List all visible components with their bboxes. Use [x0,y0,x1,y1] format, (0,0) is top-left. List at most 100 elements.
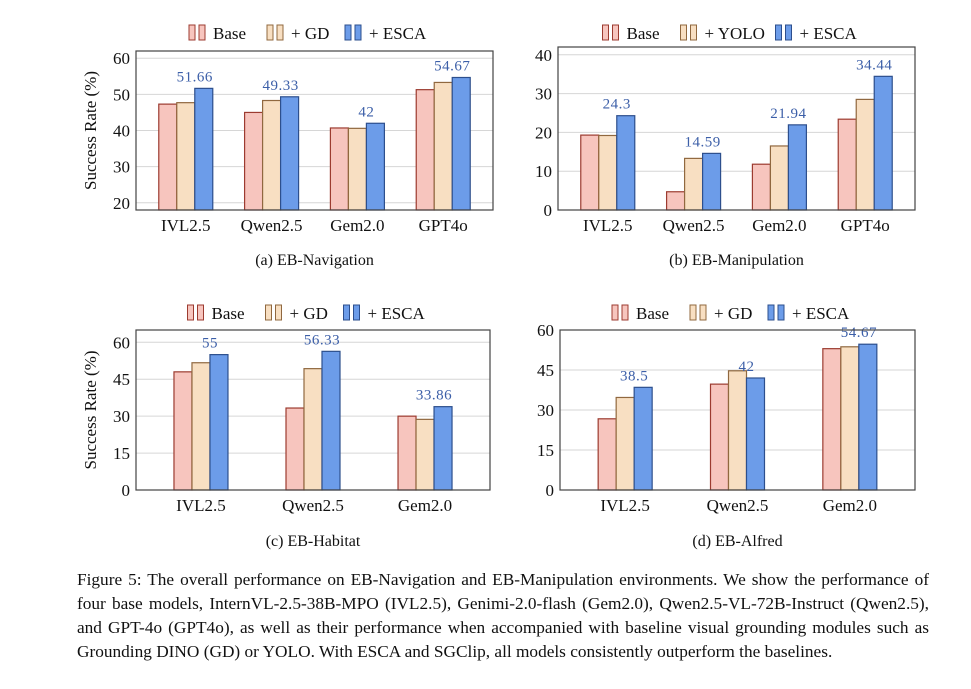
bar-esca [858,343,878,491]
bar-esca [321,350,341,491]
legend-swatch [354,24,362,41]
legend: Base + GD + ESCA [188,24,427,43]
legend-swatch [785,24,792,41]
bar-esca [787,124,808,211]
legend-label: Base [636,304,669,323]
y-tick-label: 45 [537,361,554,380]
y-tick-label: 20 [113,194,130,213]
legend-swatch [265,304,272,321]
x-tick-label: GPT4o [841,216,890,235]
legend-label: + ESCA [369,24,427,43]
legend-swatch [197,304,204,321]
bar-esca [616,115,636,211]
bar-gd [347,127,368,211]
legend: Base + YOLO + ESCA [602,24,858,43]
y-tick-label: 60 [537,321,554,340]
chart-a: 20 30 40 50 60 51.66 IVL2.5 49.33 Qwen2.5 42 Gem2.… [81,24,494,235]
bar-base [415,89,435,211]
bar-gd [615,396,635,491]
bar-base [709,383,730,491]
data-label: 42 [358,104,374,120]
bar-gd [415,418,435,491]
y-tick-label: 30 [113,158,130,177]
subcaption-d: (d) EB-Alfred [692,533,783,550]
bar-base [580,134,600,211]
data-label: 55 [202,336,218,352]
legend-swatch [276,24,284,41]
x-tick-label: IVL2.5 [600,496,650,515]
x-tick-label: Qwen2.5 [282,496,344,515]
legend-swatch [621,304,629,321]
bar-base [329,127,350,211]
bar-yolo [769,145,790,211]
x-tick-label: GPT4o [419,216,468,235]
bar-base [397,415,417,491]
bar-esca [633,386,653,491]
subcaption-b: (b) EB-Manipulation [669,252,804,269]
y-tick-label: 10 [535,162,552,181]
bar-yolo [683,157,704,211]
bar-gd [727,370,748,491]
legend: Base + GD + ESCA [611,304,850,323]
data-label: 54.67 [841,325,877,341]
plot-frame [559,329,916,491]
bar-esca [745,377,766,491]
bar-esca [433,406,453,491]
y-tick-label: 30 [113,407,130,426]
figure: 20 30 40 50 60 51.66 IVL2.5 49.33 Qwen2.5 42 Gem2.… [81,24,916,515]
bar-base [597,418,617,491]
x-tick-label: IVL2.5 [161,216,211,235]
bar-esca [279,96,300,211]
y-tick-label: 60 [113,49,130,68]
y-axis-label: Success Rate (%) [81,351,100,470]
legend-swatch [602,24,609,41]
bar-base [665,191,686,211]
y-tick-label: 15 [113,444,130,463]
x-tick-label: Qwen2.5 [663,216,725,235]
bar-gd [191,362,211,491]
bar-esca [194,87,214,211]
bar-base [822,348,842,491]
subcaption-a: (a) EB-Navigation [255,252,374,269]
y-tick-label: 30 [537,401,554,420]
data-label: 38.5 [620,368,648,384]
x-tick-label: Gem2.0 [330,216,384,235]
y-tick-label: 50 [113,85,130,104]
legend-label: Base [627,24,660,43]
legend-label: + YOLO [705,24,765,43]
data-label: 49.33 [262,78,298,94]
bar-gd [261,99,282,211]
bar-base [751,163,772,211]
legend-swatch [777,304,785,321]
legend-label: + GD [290,304,328,323]
data-label: 24.3 [603,97,631,113]
bar-esca [365,122,386,211]
y-tick-label: 45 [113,370,130,389]
legend-label: + ESCA [368,304,426,323]
x-tick-label: IVL2.5 [176,496,226,515]
data-label: 56.33 [304,332,340,348]
y-tick-label: 30 [535,85,552,104]
data-label: 34.44 [856,57,892,73]
x-tick-label: Gem2.0 [823,496,877,515]
bar-esca [873,75,893,211]
legend-swatch [343,304,350,321]
data-label: 51.66 [177,69,213,85]
legend-swatch [275,304,282,321]
bar-base [285,407,305,491]
legend-swatch [767,304,775,321]
bar-yolo [598,134,618,211]
y-tick-label: 20 [535,123,552,142]
bar-gd [840,346,860,491]
data-label: 14.59 [684,134,720,150]
subcaption-c: (c) EB-Habitat [265,533,361,550]
bar-base [158,103,178,211]
legend-label: + ESCA [792,304,850,323]
plot-frame [135,50,494,211]
legend-label: Base [213,24,246,43]
legend-swatch [775,24,782,41]
legend: Base + GD + ESCA [187,304,426,323]
data-label: 42 [739,359,755,375]
y-tick-label: 0 [122,481,131,500]
legend-label: Base [212,304,245,323]
